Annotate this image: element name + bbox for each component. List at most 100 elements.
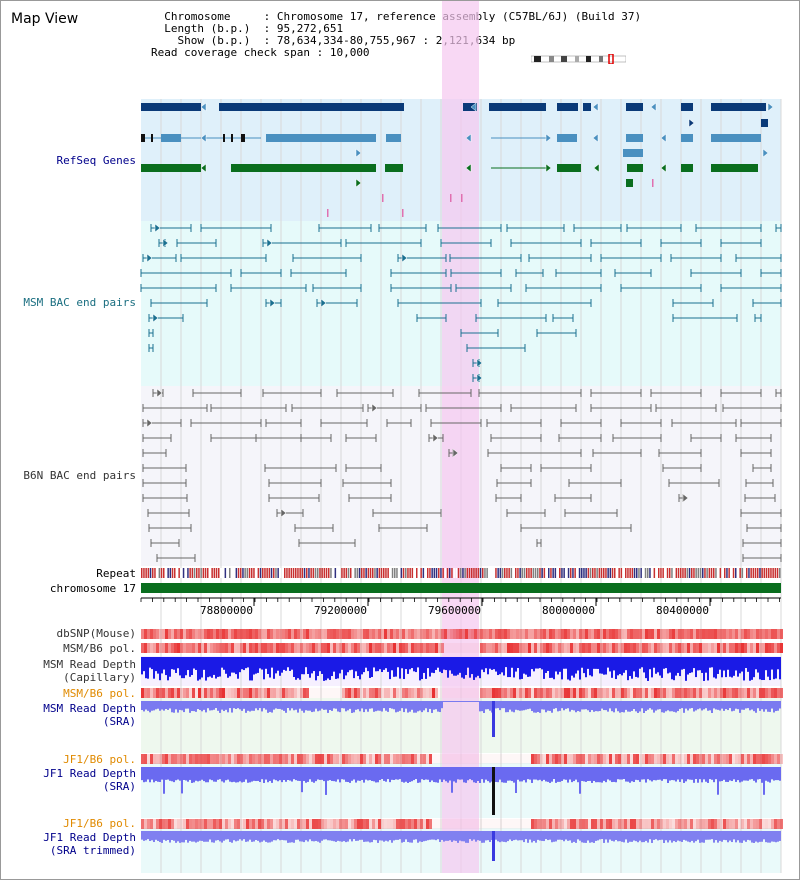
jf1-trim-depth-bar bbox=[209, 831, 211, 840]
jf1-sra-depth-bar bbox=[177, 767, 179, 780]
jf1-pol2-cell bbox=[345, 819, 348, 829]
msm-sra-depth-bar bbox=[461, 701, 463, 702]
repeat-element bbox=[196, 568, 198, 578]
jf1-pol-cell bbox=[357, 754, 360, 764]
jf1-pol-cell bbox=[279, 754, 282, 764]
msm-cap-depth-bar bbox=[509, 657, 511, 678]
msm-cap-depth-bar bbox=[335, 657, 337, 679]
repeat-element bbox=[636, 568, 638, 578]
msm-pol-cell bbox=[210, 643, 213, 653]
jf1-trim-depth-bar bbox=[609, 831, 611, 840]
jf1-sra-depth-bar bbox=[475, 767, 477, 783]
jf1-trim-depth-bar bbox=[257, 831, 259, 841]
dbsnp-cell bbox=[480, 629, 483, 639]
page-title: Map View bbox=[11, 11, 79, 27]
msm-sra-depth-bar bbox=[677, 701, 679, 712]
jf1-trim-depth-bar bbox=[667, 831, 669, 843]
jf1-pol-cell bbox=[315, 754, 318, 764]
msm-sra-depth-bar bbox=[419, 701, 421, 711]
jf1-trim-depth-bar bbox=[765, 831, 767, 843]
jf1-pol-cell bbox=[690, 754, 693, 764]
msm-pol-cell bbox=[360, 643, 363, 653]
msm-cap-depth-bar bbox=[169, 657, 171, 677]
msm-sra-depth-bar bbox=[581, 701, 583, 710]
chromosome-ideogram[interactable] bbox=[531, 54, 626, 64]
jf1-sra-depth-bar bbox=[345, 767, 347, 782]
msm-sra-depth-bar bbox=[657, 701, 659, 710]
jf1-trim-depth-bar bbox=[231, 831, 233, 843]
msm-pol-cell bbox=[702, 643, 705, 653]
jf1-trim-depth-bar bbox=[595, 831, 597, 841]
jf1-trim-depth-bar bbox=[475, 831, 477, 842]
jf1-pol-cell bbox=[549, 754, 552, 764]
jf1-sra-depth-bar bbox=[271, 767, 273, 783]
msm-sra-depth-bar bbox=[555, 701, 557, 709]
jf1-pol-cell bbox=[426, 754, 429, 764]
msm-cap-depth-bar bbox=[715, 657, 717, 679]
msm-sra-depth-bar bbox=[685, 701, 687, 709]
msm-sra-depth-bar bbox=[445, 701, 447, 702]
jf1-pol-cell bbox=[144, 754, 147, 764]
repeat-element bbox=[169, 568, 172, 578]
jf1-sra-depth-bar bbox=[593, 767, 595, 781]
repeat-element bbox=[671, 568, 673, 578]
jf1-sra-depth-bar bbox=[467, 767, 469, 781]
jf1-pol2-cell bbox=[219, 819, 222, 829]
msm-cap-depth-bar bbox=[685, 657, 687, 681]
msm-pol-cell bbox=[327, 643, 330, 653]
jf1-trim-depth-bar bbox=[195, 831, 197, 843]
jf1-sra-depth-bar bbox=[775, 767, 777, 781]
dbsnp-cell bbox=[270, 629, 273, 639]
msm-cap-depth-bar bbox=[481, 657, 483, 670]
msm-cap-depth-bar bbox=[439, 657, 441, 672]
msm-pol-cell bbox=[198, 643, 201, 653]
axis-tick-label: 80000000 bbox=[542, 604, 595, 617]
jf1-trim-depth-bar bbox=[175, 831, 177, 843]
msm-cap-depth-bar bbox=[269, 657, 271, 678]
jf1-pol-cell bbox=[648, 754, 651, 764]
jf1-pol2-cell bbox=[771, 819, 774, 829]
repeat-element bbox=[387, 568, 389, 578]
msm-cap-depth-bar bbox=[479, 657, 481, 679]
jf1-sra-depth-bar bbox=[677, 767, 679, 780]
jf1-trim-depth-bar bbox=[585, 831, 587, 843]
repeat-element bbox=[202, 568, 205, 578]
jf1-sra-depth-bar bbox=[463, 767, 465, 783]
jf1-trim-depth-bar bbox=[711, 831, 713, 840]
jf1-pol-cell bbox=[678, 754, 681, 764]
jf1-sra-depth-bar bbox=[399, 767, 401, 780]
jf1-trim-depth-bar bbox=[689, 831, 691, 843]
msm-pol2-cell bbox=[183, 688, 186, 698]
msm-cap-depth-bar bbox=[623, 657, 625, 673]
strand-arrow-icon bbox=[545, 133, 552, 143]
repeat-element bbox=[211, 568, 213, 578]
strand-arrow-icon bbox=[545, 163, 552, 173]
repeat-element bbox=[299, 568, 301, 578]
jf1-sra-depth-bar bbox=[739, 767, 741, 783]
msm-sra-depth-bar bbox=[641, 701, 643, 709]
msm-pol2-cell bbox=[459, 688, 462, 698]
dbsnp-cell bbox=[207, 629, 210, 639]
repeat-element bbox=[537, 568, 539, 578]
repeat-element bbox=[433, 568, 436, 578]
jf1-pol-cell bbox=[597, 754, 600, 764]
msm-pol2-cell bbox=[522, 688, 525, 698]
repeat-element bbox=[460, 568, 462, 578]
msm-pol-cell bbox=[270, 643, 273, 653]
jf1-pol-cell bbox=[471, 754, 474, 764]
msm-sra-depth-bar bbox=[635, 701, 637, 712]
jf1-sra-depth-bar bbox=[673, 767, 675, 781]
jf1-trim-depth-bar bbox=[647, 831, 649, 843]
msm-cap-depth-bar bbox=[143, 657, 145, 672]
jf1-pol2-cell bbox=[174, 819, 177, 829]
jf1-sra-depth-bar bbox=[657, 767, 659, 780]
msm-sra-depth-bar bbox=[263, 701, 265, 709]
jf1-pol-cell bbox=[177, 754, 180, 764]
jf1-trim-depth-bar bbox=[355, 831, 357, 841]
msm-pol-cell bbox=[258, 643, 261, 653]
msm-cap-depth-bar bbox=[581, 657, 583, 668]
msm-pol-cell bbox=[573, 643, 576, 653]
msm-cap-depth-bar bbox=[603, 657, 605, 675]
jf1-sra-depth-bar bbox=[525, 767, 527, 783]
